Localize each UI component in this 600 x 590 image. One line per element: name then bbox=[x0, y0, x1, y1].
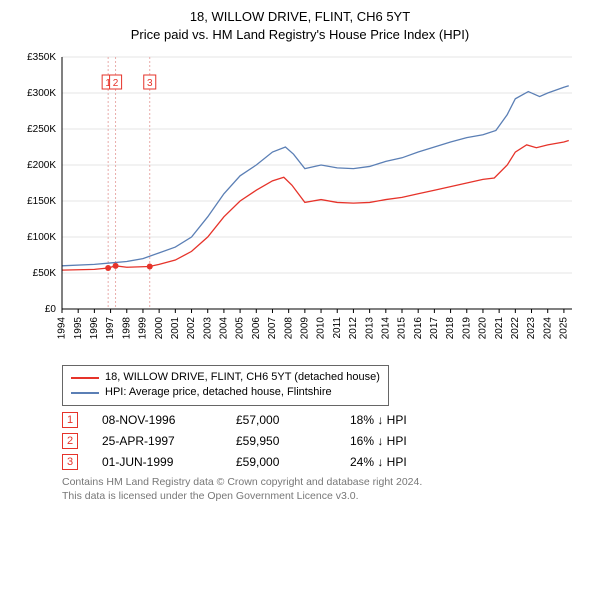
svg-text:2020: 2020 bbox=[478, 317, 489, 340]
svg-text:£200K: £200K bbox=[27, 160, 56, 171]
svg-text:2001: 2001 bbox=[170, 317, 181, 340]
svg-text:1999: 1999 bbox=[138, 317, 149, 340]
svg-text:1995: 1995 bbox=[73, 317, 84, 340]
svg-text:2011: 2011 bbox=[332, 317, 343, 339]
svg-text:£300K: £300K bbox=[27, 88, 56, 99]
svg-text:1997: 1997 bbox=[105, 317, 116, 340]
svg-text:2004: 2004 bbox=[219, 317, 230, 340]
annotation-marker: 2 bbox=[62, 433, 78, 449]
annotation-price: £59,950 bbox=[236, 434, 326, 448]
footer-attribution: Contains HM Land Registry data © Crown c… bbox=[62, 475, 586, 503]
legend-swatch bbox=[71, 392, 99, 394]
chart-area: £0 £50K £100K £150K £200K £250K £300K £350K 1994… bbox=[14, 49, 586, 359]
svg-text:£100K: £100K bbox=[27, 232, 56, 243]
svg-text:1998: 1998 bbox=[121, 317, 132, 340]
annotation-date: 01-JUN-1999 bbox=[102, 455, 212, 469]
footer-line-2: This data is licensed under the Open Gov… bbox=[62, 489, 586, 503]
svg-text:2007: 2007 bbox=[267, 317, 278, 340]
svg-text:2006: 2006 bbox=[251, 317, 262, 340]
svg-text:2023: 2023 bbox=[526, 317, 537, 340]
svg-text:2010: 2010 bbox=[316, 317, 327, 340]
footer-line-1: Contains HM Land Registry data © Crown c… bbox=[62, 475, 586, 489]
svg-text:£350K: £350K bbox=[27, 52, 56, 63]
svg-text:2005: 2005 bbox=[235, 317, 246, 340]
annotation-diff: 18% ↓ HPI bbox=[350, 413, 450, 427]
svg-text:2000: 2000 bbox=[154, 317, 165, 340]
annotation-diff: 16% ↓ HPI bbox=[350, 434, 450, 448]
annotation-row: 1 08-NOV-1996 £57,000 18% ↓ HPI bbox=[62, 412, 586, 428]
svg-text:£0: £0 bbox=[45, 304, 57, 315]
svg-text:2015: 2015 bbox=[397, 317, 408, 340]
annotation-date: 08-NOV-1996 bbox=[102, 413, 212, 427]
svg-text:2003: 2003 bbox=[202, 317, 213, 340]
annotation-row: 2 25-APR-1997 £59,950 16% ↓ HPI bbox=[62, 433, 586, 449]
chart-title-2: Price paid vs. HM Land Registry's House … bbox=[14, 26, 586, 44]
sales-annotation-table: 1 08-NOV-1996 £57,000 18% ↓ HPI 2 25-APR-1997… bbox=[62, 412, 586, 470]
annotation-row: 3 01-JUN-1999 £59,000 24% ↓ HPI bbox=[62, 454, 586, 470]
svg-text:2022: 2022 bbox=[510, 317, 521, 340]
svg-text:2019: 2019 bbox=[461, 317, 472, 340]
svg-text:2017: 2017 bbox=[429, 317, 440, 340]
svg-text:2013: 2013 bbox=[364, 317, 375, 340]
svg-text:2016: 2016 bbox=[413, 317, 424, 340]
svg-text:£250K: £250K bbox=[27, 124, 56, 135]
svg-text:2014: 2014 bbox=[380, 317, 391, 340]
svg-text:£50K: £50K bbox=[33, 268, 57, 279]
svg-text:£150K: £150K bbox=[27, 196, 56, 207]
legend-label: HPI: Average price, detached house, Flin… bbox=[105, 385, 332, 400]
svg-text:2: 2 bbox=[113, 78, 119, 89]
svg-text:2021: 2021 bbox=[494, 317, 505, 340]
legend-label: 18, WILLOW DRIVE, FLINT, CH6 5YT (detach… bbox=[105, 370, 380, 385]
svg-text:2018: 2018 bbox=[445, 317, 456, 340]
annotation-diff: 24% ↓ HPI bbox=[350, 455, 450, 469]
legend: 18, WILLOW DRIVE, FLINT, CH6 5YT (detach… bbox=[62, 365, 389, 406]
legend-item: 18, WILLOW DRIVE, FLINT, CH6 5YT (detach… bbox=[71, 370, 380, 385]
svg-text:3: 3 bbox=[147, 78, 153, 89]
price-chart: £0 £50K £100K £150K £200K £250K £300K £350K 1994… bbox=[14, 49, 586, 359]
annotation-marker: 3 bbox=[62, 454, 78, 470]
svg-text:2008: 2008 bbox=[283, 317, 294, 340]
legend-swatch bbox=[71, 377, 99, 379]
svg-text:2012: 2012 bbox=[348, 317, 359, 340]
svg-text:1994: 1994 bbox=[57, 317, 68, 340]
annotation-marker: 1 bbox=[62, 412, 78, 428]
svg-text:2009: 2009 bbox=[299, 317, 310, 340]
chart-title-1: 18, WILLOW DRIVE, FLINT, CH6 5YT bbox=[14, 8, 586, 26]
svg-text:2024: 2024 bbox=[542, 317, 553, 340]
svg-text:2025: 2025 bbox=[559, 317, 570, 340]
annotation-price: £57,000 bbox=[236, 413, 326, 427]
svg-text:2002: 2002 bbox=[186, 317, 197, 340]
annotation-price: £59,000 bbox=[236, 455, 326, 469]
annotation-date: 25-APR-1997 bbox=[102, 434, 212, 448]
legend-item: HPI: Average price, detached house, Flin… bbox=[71, 385, 380, 400]
svg-text:1996: 1996 bbox=[89, 317, 100, 340]
